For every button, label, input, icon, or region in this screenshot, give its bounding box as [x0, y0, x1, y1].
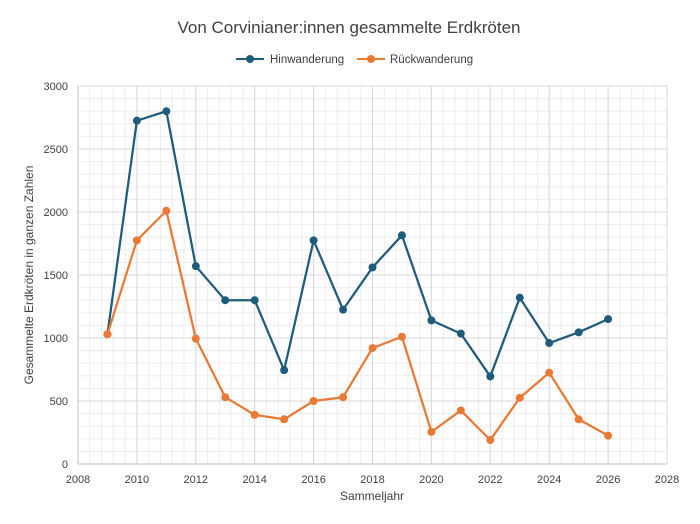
x-tick-label: 2010	[125, 474, 149, 486]
data-point	[280, 415, 289, 424]
y-tick-label: 3000	[44, 81, 68, 93]
data-point	[545, 368, 554, 377]
y-tick-label: 2500	[44, 144, 68, 156]
data-point	[280, 366, 289, 375]
x-tick-label: 2022	[478, 474, 502, 486]
data-point	[132, 236, 141, 245]
y-tick-label: 0	[62, 459, 68, 471]
legend-label-hinwanderung: Hinwanderung	[270, 54, 344, 66]
major-gridlines	[77, 85, 668, 465]
data-point	[515, 393, 524, 402]
data-point	[132, 116, 141, 125]
data-point	[456, 406, 465, 415]
data-point	[368, 344, 377, 353]
data-point	[162, 107, 171, 116]
x-tick-label: 2024	[537, 474, 561, 486]
data-point	[221, 393, 230, 402]
data-point	[309, 397, 318, 405]
data-point	[250, 296, 259, 305]
series-layer	[103, 107, 613, 445]
data-point	[515, 293, 524, 302]
data-point	[103, 330, 112, 339]
series-line	[106, 110, 609, 378]
data-point	[162, 206, 171, 215]
y-axis-label: Gesammelte Erdkröten in ganzen Zahlen	[22, 166, 36, 385]
legend-label-rueckwanderung: Rückwanderung	[390, 54, 473, 66]
data-point	[368, 263, 377, 272]
y-tick-label: 500	[50, 396, 68, 408]
legend: Hinwanderung Rückwanderung	[236, 54, 473, 66]
legend-item-hinwanderung: Hinwanderung	[236, 54, 344, 66]
legend-item-rueckwanderung: Rückwanderung	[357, 54, 473, 66]
y-tick-label: 1000	[44, 333, 68, 345]
data-point	[427, 427, 436, 436]
data-point	[427, 316, 436, 325]
x-tick-label: 2014	[242, 474, 266, 486]
data-point	[397, 231, 406, 240]
data-point	[339, 393, 348, 402]
data-point	[545, 339, 554, 348]
data-point	[604, 431, 613, 440]
x-tick-label: 2020	[419, 474, 443, 486]
series-line	[106, 209, 609, 442]
legend-marker-rueckwanderung	[367, 55, 375, 63]
data-point	[339, 305, 348, 314]
y-tick-labels: 0 500 1000 1500 2000 2500 3000	[44, 81, 68, 471]
data-point	[250, 410, 259, 419]
y-tick-label: 2000	[44, 207, 68, 219]
x-tick-label: 2008	[66, 474, 90, 486]
data-point	[604, 315, 613, 324]
data-point	[486, 436, 495, 445]
data-point	[397, 332, 406, 341]
data-point	[574, 328, 583, 337]
data-point	[221, 296, 230, 305]
x-tick-labels: 2008 2010 2012 2014 2016 2018 2020 2022 2024 2026…	[66, 474, 679, 486]
x-tick-label: 2016	[301, 474, 325, 486]
series-r-ckwanderung	[103, 206, 613, 445]
data-point	[486, 372, 495, 381]
data-point	[456, 329, 465, 338]
x-tick-label: 2028	[655, 474, 679, 486]
x-tick-label: 2012	[184, 474, 208, 486]
data-point	[191, 334, 200, 343]
chart-title: Von Corvinianer:innen gesammelte Erdkröt…	[177, 18, 520, 37]
data-point	[309, 236, 318, 245]
data-point	[574, 415, 583, 424]
axes	[77, 86, 667, 465]
x-tick-label: 2026	[596, 474, 620, 486]
data-point	[191, 262, 200, 271]
x-axis-label: Sammeljahr	[340, 489, 404, 503]
x-tick-label: 2018	[360, 474, 384, 486]
y-tick-label: 1500	[44, 270, 68, 282]
legend-marker-hinwanderung	[246, 55, 254, 63]
